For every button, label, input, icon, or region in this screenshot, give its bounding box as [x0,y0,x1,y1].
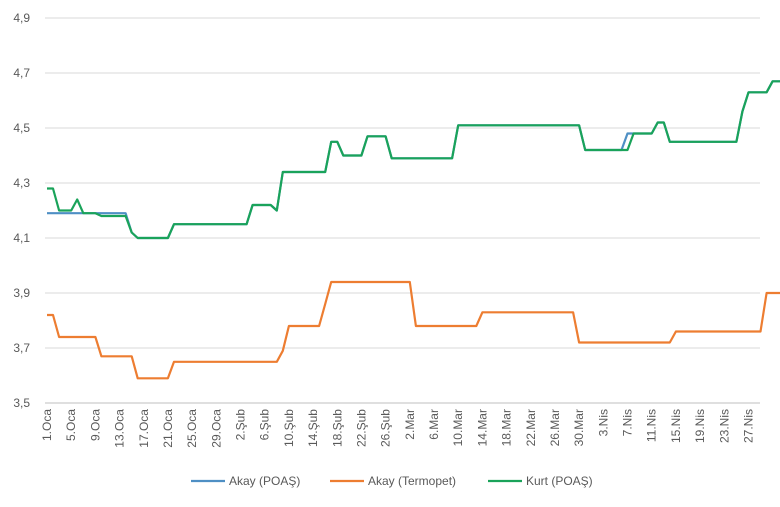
y-tick-label: 4,3 [13,176,30,190]
legend-label: Akay (POAŞ) [229,474,300,488]
x-tick-label: 10.Şub [282,409,296,447]
legend-label: Akay (Termopet) [368,474,456,488]
y-tick-label: 4,7 [13,66,30,80]
x-tick-label: 23.Nis [717,409,731,443]
x-tick-label: 21.Oca [161,409,175,448]
x-tick-label: 14.Şub [306,409,320,447]
x-tick-label: 15.Nis [669,409,683,443]
x-tick-label: 27.Nis [741,409,755,443]
x-tick-label: 14.Mar [475,409,489,446]
series-lines [47,80,780,380]
x-tick-label: 17.Oca [137,409,151,448]
y-tick-label: 4,9 [13,11,30,25]
y-tick-label: 4,1 [13,231,30,245]
x-tick-label: 13.Oca [113,409,127,448]
x-tick-label: 29.Oca [209,409,223,448]
x-tick-label: 6.Mar [427,409,441,440]
y-tick-label: 3,5 [13,396,30,410]
x-tick-label: 11.Nis [645,409,659,442]
x-tick-label: 9.Oca [88,409,102,441]
x-tick-label: 18.Şub [330,409,344,447]
x-tick-label: 26.Şub [379,409,393,447]
x-tick-label: 30.Mar [572,409,586,446]
series-line-akay-poa [47,80,780,240]
y-tick-label: 4,5 [13,121,30,135]
y-axis-tick-labels: 3,5 3,7 3,9 4,1 4,3 4,5 4,7 4,9 [13,11,30,410]
x-tick-label: 25.Oca [185,409,199,448]
x-tick-label: 18.Mar [500,409,514,446]
x-tick-label: 5.Oca [64,409,78,441]
x-tick-label: 1.Oca [40,409,54,441]
x-tick-label: 19.Nis [693,409,707,443]
x-axis-tick-labels: 1.Oca 5.Oca 9.Oca 13.Oca 17.Oca 21.Oca 25.Oca 2… [40,409,755,448]
x-tick-label: 3.Nis [596,409,610,436]
x-tick-label: 6.Şub [258,409,272,441]
series-line-akay-termopet [47,280,780,380]
x-tick-label: 10.Mar [451,409,465,446]
legend: Akay (POAŞ) Akay (Termopet) Kurt (POAŞ) [191,474,593,488]
y-tick-label: 3,9 [13,286,30,300]
x-tick-label: 7.Nis [621,409,635,436]
x-tick-label: 22.Şub [354,409,368,447]
gridlines [45,17,760,349]
x-tick-label: 2.Şub [234,409,248,441]
x-tick-label: 22.Mar [524,409,538,446]
y-tick-label: 3,7 [13,341,30,355]
legend-label: Kurt (POAŞ) [526,474,593,488]
x-tick-label: 2.Mar [403,409,417,440]
x-tick-label: 26.Mar [548,409,562,446]
series-line-kurt-poa [47,80,780,240]
